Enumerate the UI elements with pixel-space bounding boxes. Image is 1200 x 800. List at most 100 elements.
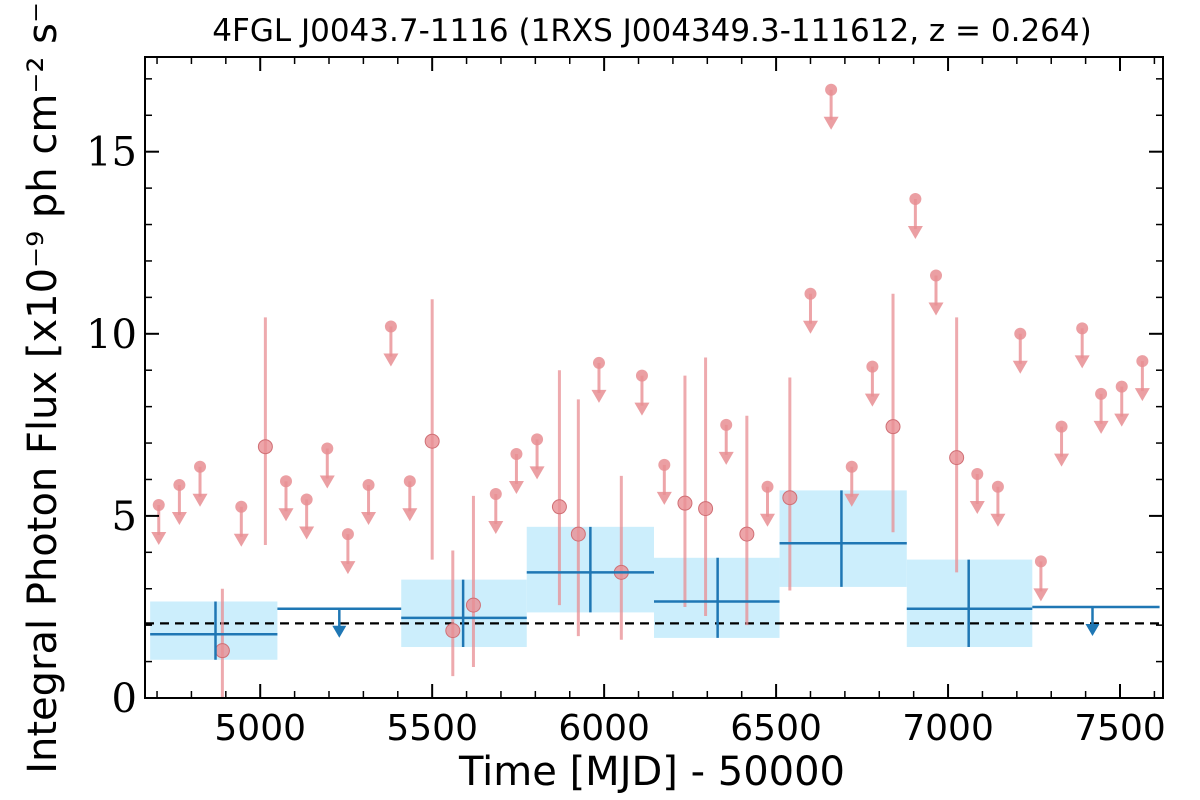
long-bin-upper-limit-0 <box>277 607 402 638</box>
upper-limit-marker <box>510 447 523 460</box>
short-bin-point-8 <box>677 495 693 511</box>
upper-limit-marker <box>280 475 293 488</box>
upper-limit-marker <box>592 356 605 369</box>
upper-limit-marker <box>300 493 313 506</box>
long-bin-point-1 <box>401 579 527 648</box>
upper-limit-arrowhead <box>192 493 208 507</box>
short-bin-point-6 <box>570 526 586 542</box>
upper-limit-arrowhead <box>361 511 377 525</box>
upper-limit-marker <box>384 320 397 333</box>
upper-limit-marker <box>152 498 165 511</box>
long-bin-point-4 <box>779 490 907 587</box>
upper-limit-arrowhead <box>656 491 672 505</box>
upper-limit-marker <box>362 478 375 491</box>
short-bin-upper-limit-21 <box>844 460 860 507</box>
short-bin-point-10 <box>739 526 755 542</box>
upper-limit-marker <box>1136 355 1149 368</box>
short-bin-upper-limit-26 <box>990 480 1006 527</box>
upper-limit-marker <box>173 478 186 491</box>
short-bin-upper-limit-18 <box>759 480 775 527</box>
upper-limit-marker <box>804 287 817 300</box>
upper-limit-arrowhead <box>759 513 775 527</box>
short-bin-upper-limit-15 <box>634 369 650 416</box>
x-axis-label: Time [MJD] - 50000 <box>458 749 845 795</box>
upper-limit-marker <box>825 83 838 96</box>
upper-limit-arrowhead <box>278 508 294 522</box>
short-bin-upper-limit-5 <box>299 493 315 540</box>
short-bin-point-12 <box>885 419 901 435</box>
upper-limit-arrowhead <box>990 513 1006 527</box>
short-bin-upper-limit-10 <box>402 475 418 522</box>
short-bin-upper-limit-31 <box>1093 387 1109 434</box>
short-bin-upper-limit-23 <box>907 193 923 240</box>
short-bin-upper-limit-17 <box>718 418 734 465</box>
upper-limit-arrowhead <box>1033 588 1049 602</box>
x-tick-label: 5500 <box>386 708 478 749</box>
short-bin-upper-limit-11 <box>488 488 504 535</box>
short-bin-upper-limit-29 <box>1054 420 1070 467</box>
long-bin-point-3 <box>654 557 780 638</box>
x-tick-label: 5000 <box>214 708 306 749</box>
short-bin-upper-limit-25 <box>969 468 985 515</box>
upper-limit-marker <box>321 442 334 455</box>
short-bin-upper-limit-0 <box>151 498 167 545</box>
upper-limit-arrowhead <box>1134 388 1150 402</box>
short-bin-upper-limit-8 <box>361 478 377 525</box>
upper-limit-arrowhead <box>529 466 545 480</box>
short-bin-upper-limit-3 <box>233 500 249 547</box>
upper-limit-marker <box>909 193 922 206</box>
short-bin-upper-limit-7 <box>340 528 356 575</box>
upper-limit-arrowhead <box>1114 413 1130 427</box>
short-bin-upper-limit-22 <box>864 360 880 407</box>
short-bin-upper-limit-16 <box>656 458 672 505</box>
short-bin-point-5 <box>551 499 567 515</box>
short-bin-point-2 <box>424 433 440 449</box>
upper-limit-arrowhead <box>1012 360 1028 374</box>
upper-limit-marker <box>1076 322 1089 335</box>
upper-limit-arrowhead <box>319 475 335 489</box>
short-bin-point-4 <box>465 597 481 613</box>
upper-limit-arrowhead <box>823 116 839 130</box>
upper-limit-marker <box>194 460 207 473</box>
upper-limit-arrowhead <box>340 561 356 575</box>
short-bin-upper-limit-27 <box>1012 327 1028 374</box>
upper-limit-marker <box>720 418 733 431</box>
upper-limit-arrowhead <box>383 353 399 367</box>
long-bin-band-4 <box>779 490 907 587</box>
upper-limit-marker <box>866 360 879 373</box>
upper-limit-arrowhead <box>488 521 504 535</box>
upper-limit-arrowhead <box>864 393 880 407</box>
upper-limit-arrowhead <box>1093 420 1109 434</box>
upper-limit-arrowhead <box>1054 453 1070 467</box>
axes: 5000 5500 6000 6500 7000 7500 0 5 10 15 <box>86 56 1166 749</box>
long-bin-ul-arrowhead <box>332 625 347 638</box>
short-bin-upper-limit-6 <box>319 442 335 489</box>
upper-limit-marker <box>635 369 648 382</box>
short-bin-upper-limit-9 <box>383 320 399 367</box>
upper-limit-marker <box>341 528 354 541</box>
long-bin-point-5 <box>906 559 1033 648</box>
upper-limit-arrowhead <box>928 302 944 316</box>
plot-area <box>145 83 1163 698</box>
y-tick-label: 15 <box>86 130 137 176</box>
upper-limit-arrowhead <box>151 531 167 545</box>
short-bin-upper-limit-19 <box>802 287 818 334</box>
short-bin-upper-limit-33 <box>1134 355 1150 402</box>
upper-limit-arrowhead <box>907 226 923 240</box>
long-bin-band-0 <box>150 601 278 660</box>
short-bin-upper-limit-12 <box>508 447 524 494</box>
upper-limit-marker <box>1034 555 1047 568</box>
upper-limit-arrowhead <box>171 511 187 525</box>
short-bin-upper-limit-32 <box>1114 380 1130 427</box>
upper-limit-marker <box>489 488 502 501</box>
short-bin-upper-limit-30 <box>1074 322 1090 369</box>
x-tick-label: 6500 <box>730 708 822 749</box>
long-bin-point-0 <box>150 601 278 660</box>
short-bin-upper-limit-14 <box>591 356 607 403</box>
upper-limit-arrowhead <box>402 508 418 522</box>
upper-limit-arrowhead <box>718 451 734 465</box>
short-bin-upper-limit-4 <box>278 475 294 522</box>
upper-limit-marker <box>930 269 943 282</box>
upper-limit-marker <box>1095 387 1108 400</box>
upper-limit-marker <box>1055 420 1068 433</box>
